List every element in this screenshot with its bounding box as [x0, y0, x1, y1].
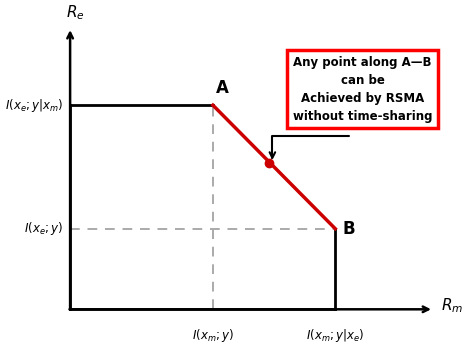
Text: $I(x_m; y|x_e)$: $I(x_m; y|x_e)$ [306, 327, 364, 344]
Text: $I(x_m; y)$: $I(x_m; y)$ [192, 327, 234, 344]
Text: A: A [216, 79, 229, 97]
Text: Any point along A—B
can be
Achieved by RSMA
without time-sharing: Any point along A—B can be Achieved by R… [293, 56, 432, 122]
Text: $I(x_e; y)$: $I(x_e; y)$ [24, 220, 63, 237]
Text: B: B [342, 220, 355, 238]
Text: $I(x_e; y|x_m)$: $I(x_e; y|x_m)$ [5, 97, 63, 114]
Text: $R_e$: $R_e$ [66, 3, 84, 22]
Text: $R_m$: $R_m$ [441, 296, 463, 315]
